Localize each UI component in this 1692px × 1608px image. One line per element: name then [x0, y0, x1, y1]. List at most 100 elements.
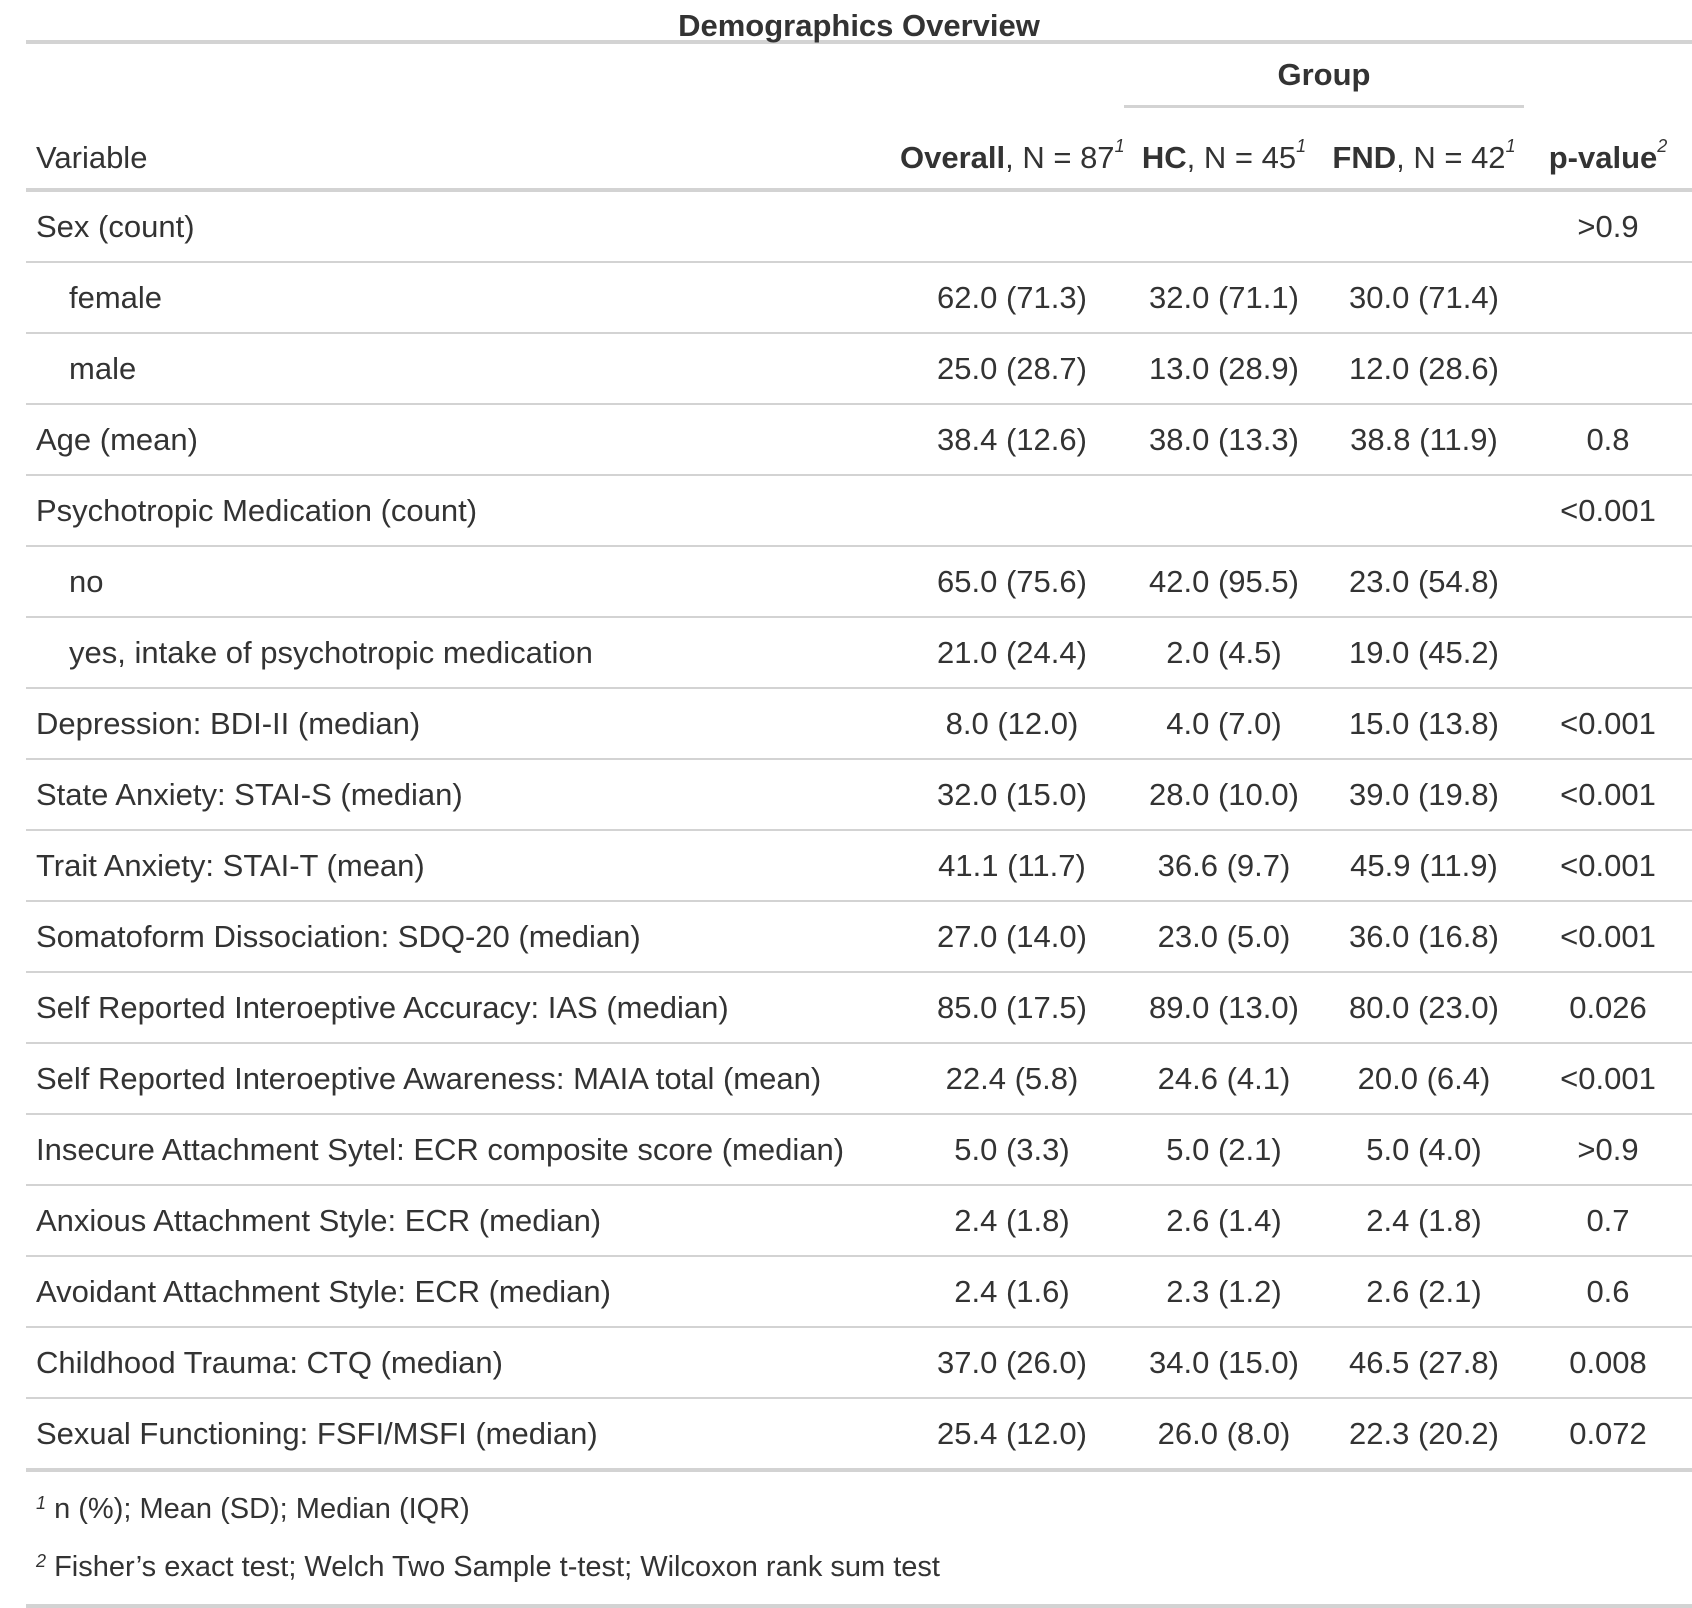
cell-p-value: 0.072 [1524, 1398, 1692, 1472]
table-row: Sex (count) >0.9 [26, 190, 1692, 263]
header-fnd-footnote-mark: 1 [1505, 136, 1516, 156]
row-label: Avoidant Attachment Style: ECR (median) [26, 1256, 900, 1328]
header-p-value-name: p-value [1548, 140, 1658, 175]
group-spanner-label: Group [1277, 57, 1371, 92]
cell-hc: 26.0 (8.0) [1124, 1398, 1324, 1472]
cell-overall: 2.4 (1.6) [900, 1256, 1124, 1328]
header-overall-footnote-mark: 1 [1114, 136, 1125, 156]
cell-fnd: 19.0 (45.2) [1324, 617, 1524, 689]
cell-hc [1124, 190, 1324, 263]
footnote-mark: 1 [36, 1493, 47, 1513]
header-overall: Overall, N = 871 [900, 108, 1125, 192]
cell-p-value: 0.026 [1524, 972, 1692, 1044]
cell-p-value: <0.001 [1524, 901, 1692, 973]
cell-overall: 21.0 (24.4) [900, 617, 1124, 689]
cell-p-value: <0.001 [1524, 830, 1692, 902]
header-hc-name: HC [1141, 140, 1187, 175]
cell-hc: 36.6 (9.7) [1124, 830, 1324, 902]
table-row: Trait Anxiety: STAI-T (mean) 41.1 (11.7) 3… [26, 830, 1692, 902]
cell-hc: 42.0 (95.5) [1124, 546, 1324, 618]
header-p-value: p-value2 [1524, 108, 1692, 192]
spanner-empty [900, 44, 1124, 108]
header-hc: HC, N = 451 [1124, 108, 1324, 192]
cell-overall: 25.0 (28.7) [900, 333, 1124, 405]
row-label: Psychotropic Medication (count) [26, 475, 900, 547]
cell-fnd: 22.3 (20.2) [1324, 1398, 1524, 1472]
table-row: female 62.0 (71.3) 32.0 (71.1) 30.0 (71.4) [26, 262, 1692, 334]
header-fnd-name: FND [1332, 140, 1397, 175]
cell-hc: 2.3 (1.2) [1124, 1256, 1324, 1328]
cell-overall: 85.0 (17.5) [900, 972, 1124, 1044]
cell-p-value: <0.001 [1524, 1043, 1692, 1115]
cell-fnd: 20.0 (6.4) [1324, 1043, 1524, 1115]
cell-fnd: 5.0 (4.0) [1324, 1114, 1524, 1186]
table-title: Demographics Overview [26, 0, 1692, 44]
cell-overall: 22.4 (5.8) [900, 1043, 1124, 1115]
cell-fnd: 36.0 (16.8) [1324, 901, 1524, 973]
group-spanner: Group [1124, 44, 1524, 108]
row-label: female [26, 262, 900, 334]
row-label: Sexual Functioning: FSFI/MSFI (median) [26, 1398, 900, 1472]
cell-p-value: 0.6 [1524, 1256, 1692, 1328]
row-label: yes, intake of psychotropic medication [26, 617, 900, 689]
cell-p-value [1524, 546, 1692, 618]
row-label: Childhood Trauma: CTQ (median) [26, 1327, 900, 1399]
cell-overall: 8.0 (12.0) [900, 688, 1124, 760]
header-overall-name: Overall [900, 140, 1006, 175]
row-label: Self Reported Interoeptive Awareness: MA… [26, 1043, 900, 1115]
table-row: Sexual Functioning: FSFI/MSFI (median) 25… [26, 1398, 1692, 1472]
cell-hc: 5.0 (2.1) [1124, 1114, 1324, 1186]
cell-fnd [1324, 475, 1524, 547]
spanner-empty [1524, 44, 1692, 108]
row-label: Self Reported Interoeptive Accuracy: IAS… [26, 972, 900, 1044]
cell-overall: 62.0 (71.3) [900, 262, 1124, 334]
cell-p-value [1524, 262, 1692, 334]
table-row: yes, intake of psychotropic medication 21… [26, 617, 1692, 689]
row-label: State Anxiety: STAI-S (median) [26, 759, 900, 831]
table-row: Age (mean) 38.4 (12.6) 38.0 (13.3) 38.8 (11… [26, 404, 1692, 476]
cell-p-value: 0.8 [1524, 404, 1692, 476]
header-overall-n: , N = 87 [1005, 140, 1115, 175]
header-p-value-footnote-mark: 2 [1657, 136, 1668, 156]
cell-fnd: 23.0 (54.8) [1324, 546, 1524, 618]
cell-overall: 37.0 (26.0) [900, 1327, 1124, 1399]
cell-overall: 25.4 (12.0) [900, 1398, 1124, 1472]
header-hc-footnote-mark: 1 [1296, 136, 1307, 156]
cell-hc: 24.6 (4.1) [1124, 1043, 1324, 1115]
cell-p-value: <0.001 [1524, 759, 1692, 831]
row-label: Sex (count) [26, 190, 900, 263]
table-row: no 65.0 (75.6) 42.0 (95.5) 23.0 (54.8) [26, 546, 1692, 618]
cell-fnd: 39.0 (19.8) [1324, 759, 1524, 831]
footnote: 2 Fisher’s exact test; Welch Two Sample … [26, 1538, 1692, 1596]
cell-hc [1124, 475, 1324, 547]
cell-p-value [1524, 333, 1692, 405]
cell-fnd: 15.0 (13.8) [1324, 688, 1524, 760]
footnote-text: n (%); Mean (SD); Median (IQR) [54, 1493, 470, 1525]
footnote-text: Fisher’s exact test; Welch Two Sample t-… [54, 1551, 940, 1583]
table-row: male 25.0 (28.7) 13.0 (28.9) 12.0 (28.6) [26, 333, 1692, 405]
header-fnd: FND, N = 421 [1324, 108, 1524, 192]
cell-fnd: 45.9 (11.9) [1324, 830, 1524, 902]
cell-hc: 2.6 (1.4) [1124, 1185, 1324, 1257]
footnote: 1 n (%); Mean (SD); Median (IQR) [26, 1480, 1692, 1538]
cell-overall: 32.0 (15.0) [900, 759, 1124, 831]
cell-overall: 5.0 (3.3) [900, 1114, 1124, 1186]
table-row: Self Reported Interoeptive Accuracy: IAS… [26, 972, 1692, 1044]
cell-hc: 89.0 (13.0) [1124, 972, 1324, 1044]
row-label: Insecure Attachment Sytel: ECR composite… [26, 1114, 900, 1186]
cell-overall: 41.1 (11.7) [900, 830, 1124, 902]
cell-p-value: 0.008 [1524, 1327, 1692, 1399]
row-label: no [26, 546, 900, 618]
cell-fnd: 46.5 (27.8) [1324, 1327, 1524, 1399]
cell-hc: 13.0 (28.9) [1124, 333, 1324, 405]
cell-fnd: 30.0 (71.4) [1324, 262, 1524, 334]
cell-hc: 23.0 (5.0) [1124, 901, 1324, 973]
cell-hc: 28.0 (10.0) [1124, 759, 1324, 831]
cell-p-value: >0.9 [1524, 1114, 1692, 1186]
demographics-table: Group Variable Overall, N = 871 HC, N = … [26, 44, 1692, 1472]
cell-overall: 27.0 (14.0) [900, 901, 1124, 973]
cell-fnd: 2.4 (1.8) [1324, 1185, 1524, 1257]
cell-fnd: 80.0 (23.0) [1324, 972, 1524, 1044]
cell-p-value [1524, 617, 1692, 689]
cell-overall [900, 190, 1124, 263]
